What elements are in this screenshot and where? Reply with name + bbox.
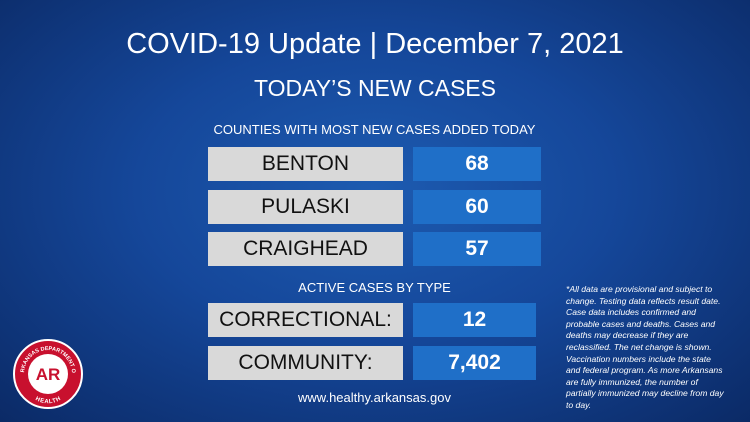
section-heading: ACTIVE CASES BY TYPE xyxy=(298,280,451,295)
row-label: CORRECTIONAL: xyxy=(208,303,403,337)
logo-mark: AR xyxy=(36,365,61,384)
row-value: 12 xyxy=(413,303,536,337)
section-heading: COUNTIES WITH MOST NEW CASES ADDED TODAY xyxy=(213,122,536,137)
row-label: COMMUNITY: xyxy=(208,346,403,380)
row-value: 68 xyxy=(413,147,541,181)
row-value: 57 xyxy=(413,232,541,266)
row-label: PULASKI xyxy=(208,189,403,224)
logo-center xyxy=(28,354,68,394)
logo-bottom: HEALTH xyxy=(34,396,61,405)
row-value: 7,402 xyxy=(413,346,536,380)
row-label: CRAIGHEAD xyxy=(208,232,403,266)
row-label: BENTON xyxy=(208,147,403,181)
logo: ARKANSAS DEPARTMENT OF HEALTH AR xyxy=(12,338,83,409)
title: COVID-19 Update | December 7, 2021 xyxy=(126,28,624,60)
url: www.healthy.arkansas.gov xyxy=(298,390,451,405)
subtitle: TODAY’S NEW CASES xyxy=(254,75,496,101)
logo-text: HEALTH xyxy=(34,396,61,405)
disclaimer: *All data are provisional and subject to… xyxy=(566,284,724,410)
row-value: 60 xyxy=(413,189,541,224)
